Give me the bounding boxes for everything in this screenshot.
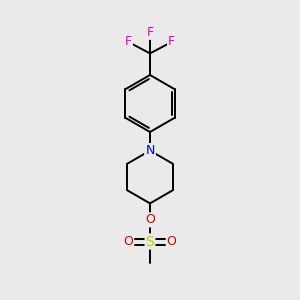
Text: O: O bbox=[124, 235, 133, 248]
Text: O: O bbox=[145, 213, 155, 226]
Text: N: N bbox=[145, 144, 155, 157]
Text: F: F bbox=[125, 35, 132, 49]
Text: O: O bbox=[167, 235, 176, 248]
Text: N: N bbox=[145, 144, 155, 157]
Text: F: F bbox=[168, 35, 175, 49]
Text: F: F bbox=[146, 26, 154, 39]
Text: S: S bbox=[146, 235, 154, 248]
